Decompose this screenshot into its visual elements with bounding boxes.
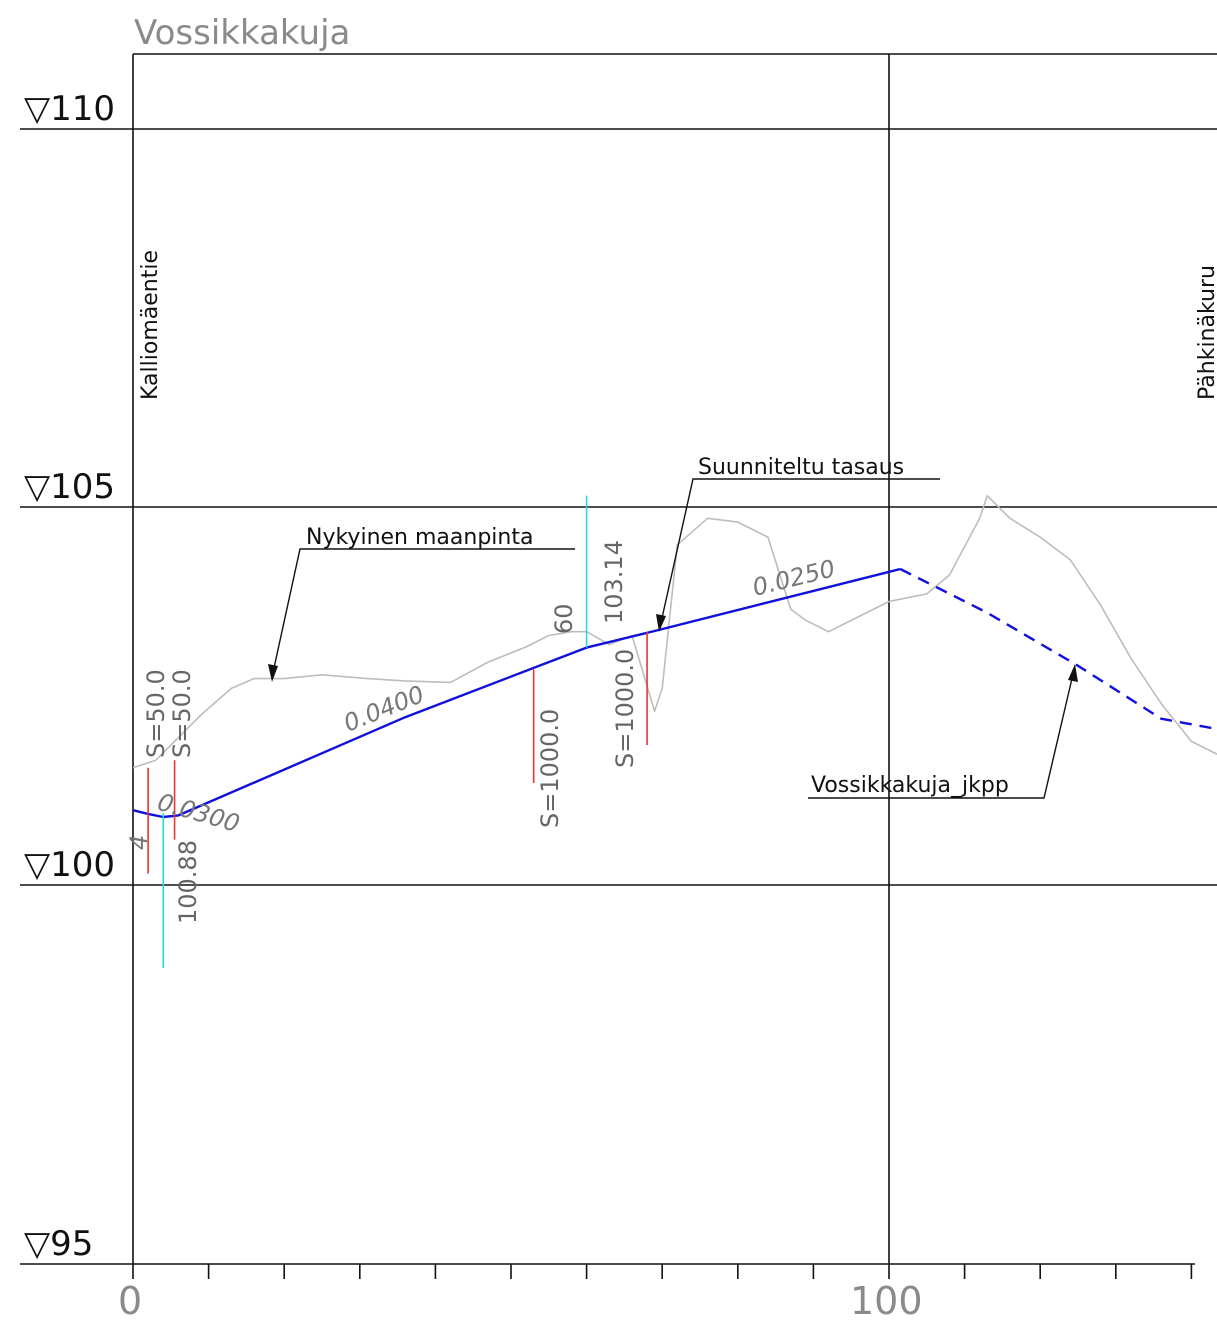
curve-label-s1000-b: S=1000.0: [611, 649, 639, 768]
callout-existing-ground: Nykyinen maanpinta: [268, 525, 575, 682]
station-ticks: [132, 1264, 1193, 1279]
grade-label-4: 4: [125, 835, 153, 850]
point-label-103-14: 103.14: [600, 540, 628, 624]
callout-jkpp-text: Vossikkakuja_jkpp: [811, 773, 1009, 798]
grid: [20, 53, 1217, 1265]
callout-jkpp: Vossikkakuja_jkpp: [808, 664, 1078, 799]
callout-jkpp-leader: [808, 669, 1075, 799]
drawing-title: Vossikkakuja: [134, 13, 350, 53]
elevation-label-100: ▽100: [24, 845, 115, 885]
series-jkpp: [899, 567, 1215, 730]
elevation-label-95: ▽95: [24, 1224, 93, 1264]
callout-jkpp-arrowhead: [1068, 664, 1078, 682]
callout-design-profile: Suunniteltu tasaus: [656, 455, 940, 632]
grade-label-0400: 0.0400: [340, 680, 428, 737]
callout-design-profile-leader: [659, 478, 940, 628]
curve-label-s1000-a: S=1000.0: [536, 709, 564, 828]
street-label-left: Kalliomäentie: [138, 250, 163, 400]
elevation-label-110: ▽110: [24, 89, 115, 129]
series-existing-ground: [132, 494, 1217, 769]
callout-design-profile-text: Suunniteltu tasaus: [698, 455, 904, 480]
street-label-right: Pähkinäkuru: [1195, 265, 1217, 400]
station-label-100: 100: [850, 1279, 923, 1321]
curve-label-s50-a: S=50.0: [142, 669, 170, 758]
marker-layer: [147, 495, 648, 969]
curve-label-s50-b: S=50.0: [168, 669, 196, 758]
series-design-profile: [132, 567, 901, 819]
callout-existing-ground-text: Nykyinen maanpinta: [306, 525, 533, 550]
grade-label-0300: 0.0300: [154, 788, 242, 838]
point-label-100-88: 100.88: [174, 840, 202, 924]
series-layer: [132, 494, 1217, 819]
callout-design-profile-arrowhead: [656, 614, 666, 632]
callout-existing-ground-leader: [271, 548, 575, 678]
callout-existing-ground-arrowhead: [268, 664, 278, 682]
station-label-0: 0: [118, 1279, 142, 1321]
elevation-label-105: ▽105: [24, 467, 115, 507]
point-label-60: 60: [550, 603, 578, 634]
